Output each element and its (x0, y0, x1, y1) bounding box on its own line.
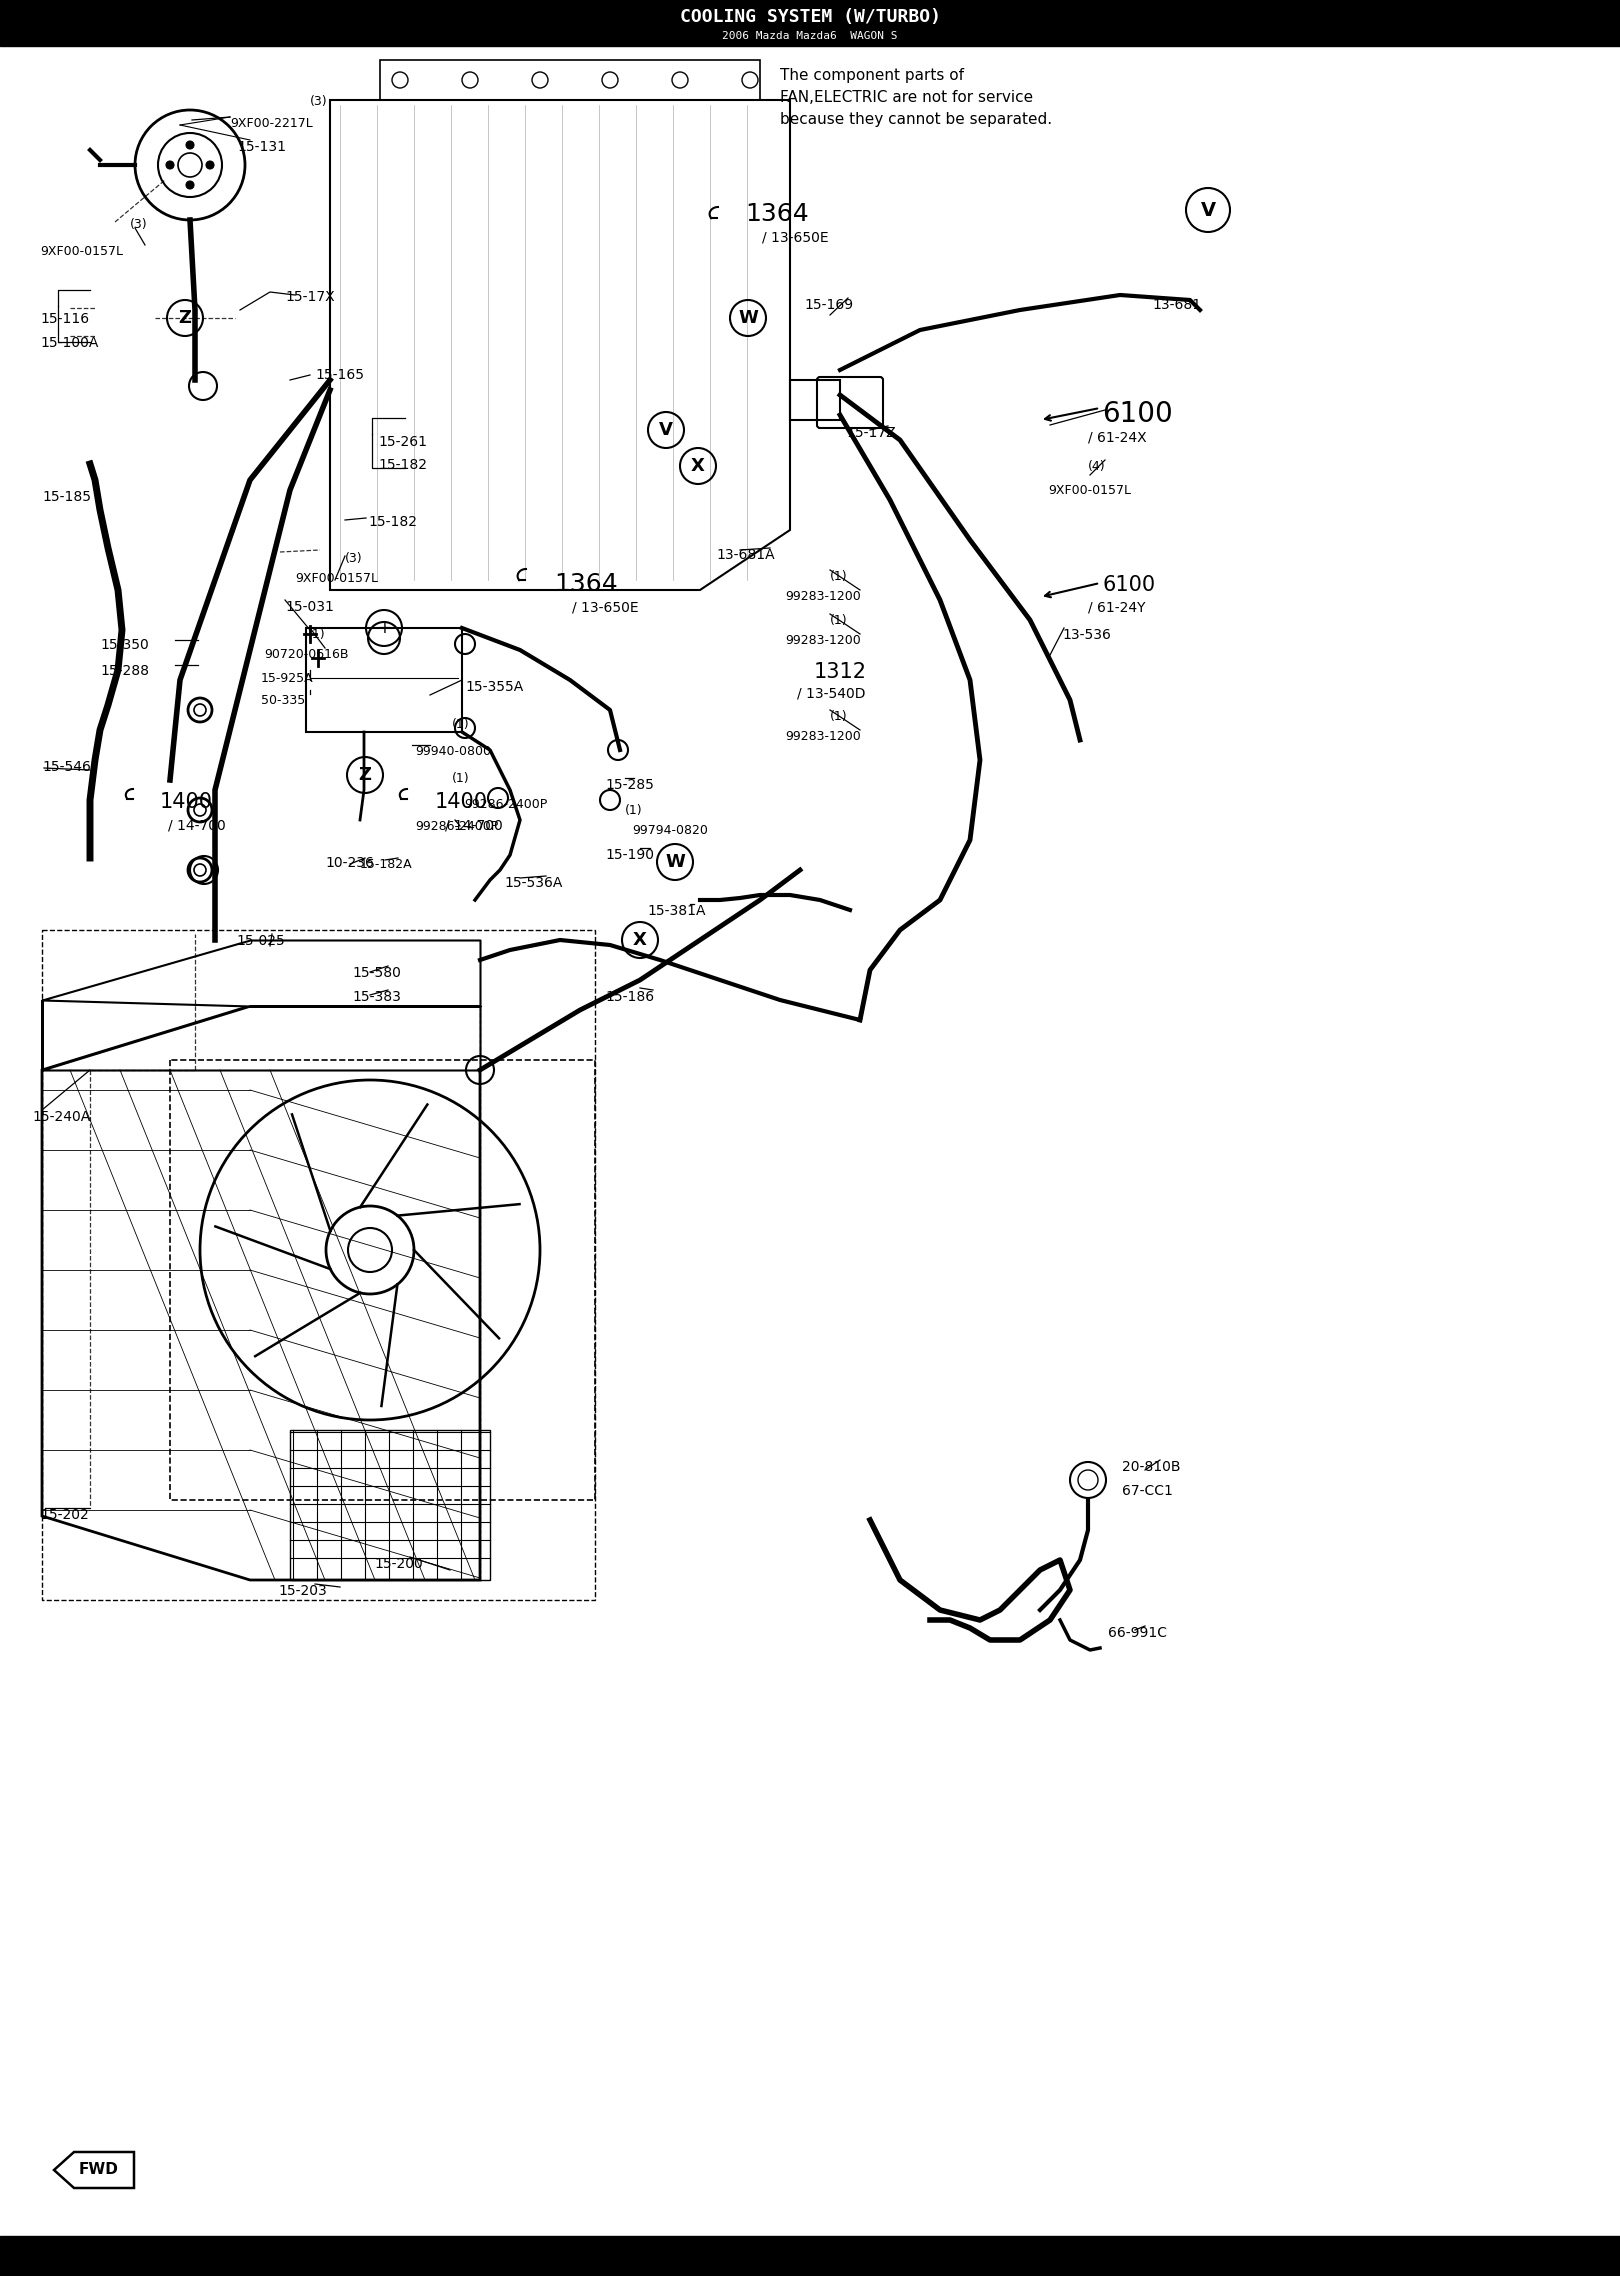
Text: 99286-2400P: 99286-2400P (415, 819, 499, 833)
Circle shape (165, 162, 173, 168)
Text: 20-810B: 20-810B (1123, 1459, 1181, 1475)
Text: 99794-0820: 99794-0820 (632, 824, 708, 838)
Text: 9XF00-2217L: 9XF00-2217L (230, 116, 313, 130)
Text: W: W (666, 854, 685, 872)
Text: 15-546: 15-546 (42, 760, 91, 774)
Text: 50-335: 50-335 (261, 694, 305, 708)
Text: (3): (3) (345, 553, 363, 564)
Text: 15-200: 15-200 (374, 1557, 423, 1570)
Text: 15-131: 15-131 (237, 141, 287, 155)
Text: (3): (3) (130, 218, 147, 230)
Circle shape (186, 182, 194, 189)
Text: (1): (1) (452, 772, 470, 785)
Text: COOLING SYSTEM (W/TURBO): COOLING SYSTEM (W/TURBO) (679, 9, 941, 27)
Text: 2006 Mazda Mazda6  WAGON S: 2006 Mazda Mazda6 WAGON S (723, 32, 897, 41)
Text: 1312: 1312 (813, 662, 867, 683)
Text: 15-190: 15-190 (604, 849, 654, 863)
Text: 15-186: 15-186 (604, 990, 654, 1004)
Text: +: + (377, 619, 390, 637)
Text: (1): (1) (829, 710, 847, 724)
Text: 15-025: 15-025 (237, 933, 285, 949)
Text: 15-288: 15-288 (100, 665, 149, 678)
Text: 67-CC1: 67-CC1 (1123, 1484, 1173, 1498)
Text: / 13-650E: / 13-650E (572, 601, 638, 615)
Text: 13-681: 13-681 (1152, 298, 1200, 312)
Text: The component parts of
FAN,ELECTRIC are not for service
because they cannot be s: The component parts of FAN,ELECTRIC are … (779, 68, 1051, 127)
Text: 99283-1200: 99283-1200 (786, 589, 860, 603)
Text: 15-031: 15-031 (285, 601, 334, 615)
Text: 6100: 6100 (1102, 401, 1173, 428)
Text: 15-381A: 15-381A (646, 904, 705, 917)
Text: V: V (659, 421, 672, 439)
Text: 15-100A: 15-100A (40, 337, 99, 351)
Text: X: X (633, 931, 646, 949)
Text: 66-991C: 66-991C (1108, 1625, 1166, 1641)
Text: 15-169: 15-169 (804, 298, 854, 312)
Text: 15-202: 15-202 (40, 1509, 89, 1523)
Text: 9XF00-0157L: 9XF00-0157L (295, 571, 377, 585)
Text: (1): (1) (829, 569, 847, 583)
Text: 10-236: 10-236 (326, 856, 374, 869)
Text: (1): (1) (452, 717, 470, 731)
Text: / 13-540D: / 13-540D (797, 685, 865, 701)
Text: (3): (3) (309, 96, 327, 107)
Circle shape (206, 162, 214, 168)
Text: 1400: 1400 (436, 792, 488, 813)
Text: / 61-24Y: / 61-24Y (1089, 601, 1145, 615)
Text: 9XF00-0157L: 9XF00-0157L (1048, 485, 1131, 496)
Text: 15-285: 15-285 (604, 778, 654, 792)
Text: 1364: 1364 (745, 203, 808, 225)
Text: 99940-0800: 99940-0800 (415, 744, 491, 758)
Text: 13-681A: 13-681A (716, 549, 774, 562)
Text: (1): (1) (829, 615, 847, 626)
Text: / 14-700: / 14-700 (168, 817, 225, 833)
Text: 9XF00-0157L: 9XF00-0157L (40, 246, 123, 257)
Text: 15-240A: 15-240A (32, 1111, 91, 1124)
Text: 15-203: 15-203 (279, 1584, 327, 1598)
Text: 15-536A: 15-536A (504, 876, 562, 890)
Text: Z: Z (178, 310, 191, 328)
Text: (1): (1) (308, 628, 326, 642)
Text: / 14-700: / 14-700 (446, 817, 502, 833)
Text: 1364: 1364 (554, 571, 617, 596)
Text: 15-383: 15-383 (352, 990, 400, 1004)
Text: FWD: FWD (79, 2162, 118, 2178)
Text: 15-182: 15-182 (377, 457, 428, 471)
Text: Z: Z (358, 767, 371, 783)
Text: V: V (1200, 200, 1215, 218)
Circle shape (186, 141, 194, 148)
Text: 13-536: 13-536 (1063, 628, 1111, 642)
Text: X: X (692, 457, 705, 476)
Text: / 61-24X: / 61-24X (1089, 430, 1147, 444)
Text: 1400: 1400 (160, 792, 212, 813)
Text: 90720-0616B: 90720-0616B (264, 649, 348, 660)
Text: 15-182: 15-182 (368, 514, 416, 528)
Text: (4): (4) (1089, 460, 1105, 473)
Text: W: W (739, 310, 758, 328)
Text: 6100: 6100 (1102, 576, 1155, 594)
Text: / 13-650E: / 13-650E (761, 230, 828, 244)
Text: 99283-1200: 99283-1200 (786, 731, 860, 742)
Text: 15-116: 15-116 (40, 312, 89, 325)
Text: 15-355A: 15-355A (465, 681, 523, 694)
Text: 15-185: 15-185 (42, 489, 91, 503)
Text: (1): (1) (625, 803, 643, 817)
Text: 15-17X: 15-17X (285, 289, 335, 305)
Text: 99283-1200: 99283-1200 (786, 635, 860, 646)
Text: 15-261: 15-261 (377, 435, 428, 448)
Text: 15-165: 15-165 (314, 369, 364, 382)
Text: 15-182A: 15-182A (360, 858, 413, 872)
Text: 15-350: 15-350 (100, 637, 149, 651)
Text: 15-925A: 15-925A (261, 671, 314, 685)
Text: 15-17Z: 15-17Z (846, 426, 896, 439)
Text: 15-580: 15-580 (352, 965, 400, 981)
Text: 99286-2400P: 99286-2400P (463, 799, 548, 810)
